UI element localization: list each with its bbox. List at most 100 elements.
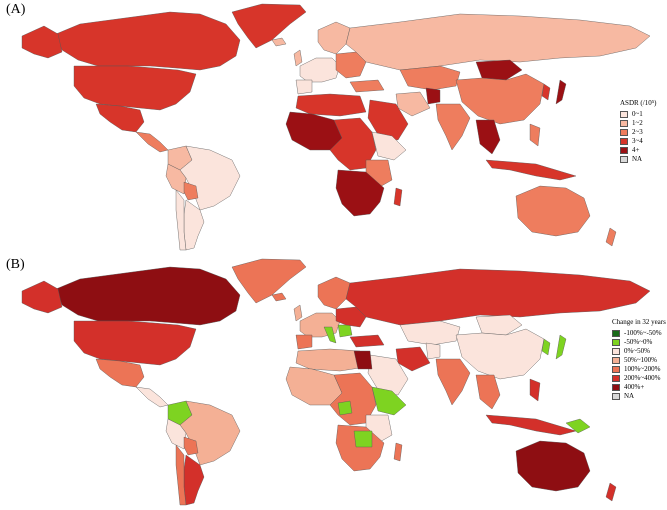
legend-label: 100%~200% bbox=[624, 365, 661, 373]
region-new-zealand bbox=[605, 227, 617, 247]
region-scandinavia bbox=[317, 21, 351, 55]
region-north-africa bbox=[295, 93, 367, 117]
region-iceland bbox=[271, 37, 287, 47]
region-horn-africa bbox=[371, 386, 407, 416]
region-china bbox=[455, 328, 545, 380]
region-zambia bbox=[353, 430, 373, 448]
region-iran bbox=[395, 346, 431, 372]
region-canada bbox=[55, 11, 241, 71]
legend-item: 2~3 bbox=[620, 128, 656, 137]
legend-swatch bbox=[612, 366, 620, 373]
legend-label: 0%~50% bbox=[624, 347, 650, 355]
legend-swatch bbox=[620, 156, 628, 163]
legend-label: 200%~400% bbox=[624, 374, 661, 382]
region-horn-africa bbox=[371, 131, 407, 161]
region-peru bbox=[165, 163, 187, 195]
region-mainland-sea bbox=[475, 374, 501, 410]
legend-label: 2~3 bbox=[632, 128, 643, 136]
legend-label: -50%~0% bbox=[624, 338, 653, 346]
panel-b: (B) Change in 32 years -100%~-50% -50%~0… bbox=[0, 255, 667, 510]
region-uk bbox=[293, 304, 303, 322]
legend-item: 4+ bbox=[620, 146, 656, 155]
legend-item: 100%~200% bbox=[612, 365, 666, 374]
legend-swatch bbox=[620, 147, 628, 154]
legend-asdr: ASDR (/10⁵) 0~1 1~2 2~3 3~4 4+ NA bbox=[620, 99, 656, 164]
region-papua-new-guinea bbox=[565, 418, 591, 434]
region-mainland-sea bbox=[475, 119, 501, 155]
legend-item: 200%~400% bbox=[612, 374, 666, 383]
region-mexico bbox=[95, 103, 145, 133]
legend-swatch bbox=[612, 348, 620, 355]
legend-swatch bbox=[612, 330, 620, 337]
world-map-change bbox=[21, 258, 651, 506]
panel-a: (A) ASDR (/10⁵) 0~1 1~2 2~3 3~4 4+ NA bbox=[6, 2, 656, 251]
region-australia bbox=[515, 185, 591, 237]
region-mexico bbox=[95, 358, 145, 388]
region-indonesia bbox=[485, 414, 577, 436]
region-new-zealand bbox=[605, 482, 617, 502]
region-russia bbox=[345, 268, 651, 326]
region-madagascar bbox=[393, 442, 403, 462]
legend-label: 0~1 bbox=[632, 110, 643, 118]
legend-item: 0~1 bbox=[620, 110, 656, 119]
region-greenland bbox=[231, 258, 307, 304]
region-madagascar bbox=[393, 187, 403, 207]
region-west-africa bbox=[285, 366, 343, 406]
region-arabia bbox=[367, 99, 409, 141]
legend-label: -100%~-50% bbox=[624, 329, 662, 337]
legend-item: 1~2 bbox=[620, 119, 656, 128]
region-cameroon bbox=[337, 400, 353, 416]
region-alaska bbox=[21, 25, 63, 59]
region-western-europe bbox=[299, 312, 341, 338]
legend-swatch bbox=[612, 357, 620, 364]
region-chile bbox=[175, 444, 187, 506]
legend-title: ASDR (/10⁵) bbox=[620, 99, 657, 107]
legend-title: Change in 32 years bbox=[612, 318, 666, 326]
legend-label: 4+ bbox=[632, 146, 640, 154]
legend-label: NA bbox=[632, 155, 643, 163]
region-kazakhstan bbox=[399, 320, 461, 346]
region-china bbox=[455, 73, 545, 125]
region-north-africa bbox=[295, 348, 367, 372]
legend-label: NA bbox=[624, 392, 635, 400]
region-canada bbox=[55, 266, 241, 326]
region-mongolia bbox=[475, 59, 523, 81]
region-southern-africa bbox=[335, 169, 385, 217]
region-japan bbox=[555, 334, 567, 360]
region-iran bbox=[395, 91, 431, 117]
legend-item: 3~4 bbox=[620, 137, 656, 146]
region-west-africa bbox=[285, 111, 343, 151]
region-western-europe bbox=[299, 57, 341, 83]
legend-item: NA bbox=[620, 155, 656, 164]
region-philippines bbox=[529, 123, 541, 147]
region-iberia bbox=[295, 334, 313, 350]
legend-label: 50%~100% bbox=[624, 356, 657, 364]
region-india bbox=[435, 358, 471, 406]
panel-a-label: (A) bbox=[6, 2, 26, 17]
region-kazakhstan bbox=[399, 65, 461, 91]
region-india bbox=[435, 103, 471, 151]
legend-swatch bbox=[620, 129, 628, 136]
legend-item: NA bbox=[612, 392, 666, 401]
region-greenland bbox=[231, 3, 307, 49]
region-bolivia bbox=[183, 181, 199, 201]
region-turkey bbox=[349, 334, 385, 348]
region-balkans bbox=[337, 324, 353, 338]
legend-swatch bbox=[620, 111, 628, 118]
region-japan bbox=[555, 79, 567, 105]
legend-swatch bbox=[620, 120, 628, 127]
region-afghanistan bbox=[425, 87, 441, 105]
legend-label: 1~2 bbox=[632, 119, 643, 127]
region-central-america bbox=[135, 131, 169, 153]
region-iceland bbox=[271, 292, 287, 302]
region-peru bbox=[165, 418, 187, 450]
region-indonesia bbox=[485, 159, 577, 181]
legend-label: 3~4 bbox=[632, 137, 643, 145]
legend-label: 400%+ bbox=[624, 383, 645, 391]
region-australia bbox=[515, 440, 591, 492]
region-turkey bbox=[349, 79, 385, 93]
legend-item: 400%+ bbox=[612, 383, 666, 392]
region-afghanistan bbox=[425, 342, 441, 360]
legend-swatch bbox=[620, 138, 628, 145]
region-mongolia bbox=[475, 314, 523, 336]
